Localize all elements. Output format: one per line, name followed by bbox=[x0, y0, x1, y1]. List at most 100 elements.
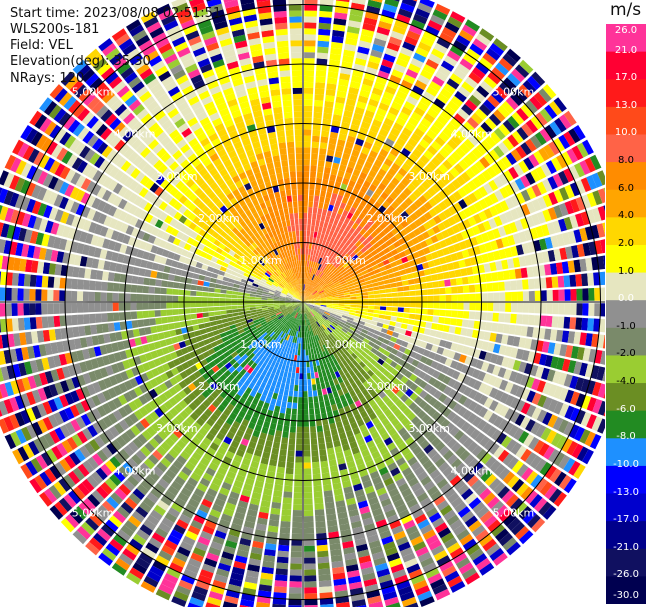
velocity-gate bbox=[330, 168, 338, 176]
velocity-gate bbox=[313, 491, 323, 498]
velocity-gate bbox=[463, 302, 470, 310]
velocity-gate bbox=[352, 168, 361, 177]
velocity-gate bbox=[449, 167, 460, 178]
velocity-gate bbox=[323, 112, 332, 120]
velocity-gate bbox=[498, 313, 505, 323]
velocity-gate bbox=[406, 343, 414, 350]
velocity-gate bbox=[348, 242, 355, 249]
velocity-gate bbox=[304, 284, 306, 291]
velocity-gate bbox=[370, 249, 378, 257]
velocity-gate bbox=[363, 249, 371, 257]
velocity-gate bbox=[82, 302, 89, 313]
velocity-gate bbox=[320, 406, 326, 414]
velocity-gate bbox=[304, 569, 317, 576]
velocity-gate bbox=[404, 197, 414, 206]
velocity-gate bbox=[304, 521, 314, 529]
velocity-gate bbox=[564, 200, 575, 215]
velocity-gate bbox=[520, 142, 532, 156]
velocity-gate bbox=[353, 318, 360, 324]
velocity-gate bbox=[313, 282, 318, 289]
velocity-gate bbox=[307, 343, 311, 350]
velocity-gate bbox=[557, 275, 565, 288]
velocity-gate bbox=[458, 354, 467, 364]
velocity-gate bbox=[312, 360, 317, 367]
velocity-gate bbox=[331, 119, 341, 128]
velocity-gate bbox=[297, 403, 303, 410]
velocity-gate bbox=[319, 454, 328, 462]
velocity-gate bbox=[167, 323, 175, 330]
velocity-gate bbox=[290, 354, 295, 361]
velocity-gate bbox=[567, 331, 576, 344]
velocity-gate bbox=[458, 159, 469, 171]
velocity-gate bbox=[386, 42, 400, 52]
velocity-gate bbox=[283, 389, 289, 396]
velocity-gate bbox=[320, 304, 327, 307]
velocity-gate bbox=[318, 16, 332, 24]
velocity-gate bbox=[303, 498, 313, 505]
velocity-gate bbox=[304, 266, 307, 273]
velocity-gate bbox=[290, 563, 302, 570]
velocity-gate bbox=[404, 225, 413, 234]
velocity-gate bbox=[225, 298, 232, 302]
velocity-gate bbox=[538, 238, 548, 251]
velocity-gate bbox=[506, 335, 515, 346]
velocity-gate bbox=[323, 172, 330, 180]
velocity-gate bbox=[332, 252, 338, 259]
velocity-gate bbox=[349, 312, 356, 316]
velocity-gate bbox=[304, 290, 307, 297]
velocity-field bbox=[0, 0, 605, 607]
velocity-gate bbox=[334, 200, 341, 208]
velocity-gate bbox=[303, 438, 310, 445]
velocity-gate bbox=[317, 208, 323, 215]
velocity-gate bbox=[439, 339, 447, 348]
velocity-gate bbox=[565, 345, 574, 358]
velocity-gate bbox=[318, 580, 332, 588]
velocity-gate bbox=[304, 527, 315, 534]
velocity-gate bbox=[450, 278, 457, 286]
velocity-gate bbox=[317, 34, 330, 42]
velocity-gate bbox=[395, 90, 408, 101]
velocity-gate bbox=[401, 127, 413, 137]
velocity-gate bbox=[429, 124, 441, 135]
velocity-gate bbox=[448, 325, 456, 334]
velocity-gate bbox=[480, 283, 488, 292]
velocity-gate bbox=[314, 296, 321, 299]
velocity-gate bbox=[401, 106, 413, 116]
velocity-gate bbox=[167, 316, 174, 323]
velocity-gate bbox=[428, 81, 442, 92]
velocity-gate bbox=[279, 449, 287, 456]
velocity-gate bbox=[249, 304, 256, 308]
velocity-gate bbox=[323, 490, 333, 498]
velocity-gate bbox=[255, 306, 262, 310]
velocity-gate bbox=[11, 318, 19, 332]
velocity-gate bbox=[352, 278, 359, 283]
velocity-gate bbox=[319, 449, 327, 456]
velocity-gate bbox=[343, 289, 350, 294]
velocity-gate bbox=[441, 26, 457, 39]
velocity-gate bbox=[329, 422, 337, 430]
velocity-gate bbox=[304, 284, 307, 291]
velocity-gate bbox=[417, 2, 433, 14]
velocity-gate bbox=[528, 153, 540, 168]
velocity-gate bbox=[327, 71, 339, 79]
velocity-gate bbox=[310, 261, 314, 268]
velocity-gate bbox=[492, 312, 499, 322]
velocity-gate bbox=[373, 290, 380, 295]
velocity-gate bbox=[156, 325, 164, 333]
velocity-gate bbox=[347, 160, 356, 169]
velocity-gate bbox=[362, 273, 370, 279]
velocity-gate bbox=[365, 263, 372, 270]
velocity-gate bbox=[544, 328, 552, 340]
velocity-gate bbox=[393, 95, 405, 106]
velocity-gate bbox=[304, 593, 318, 600]
velocity-gate bbox=[207, 302, 214, 307]
velocity-gate bbox=[591, 333, 599, 348]
velocity-gate bbox=[361, 28, 375, 38]
velocity-gate bbox=[291, 414, 297, 421]
velocity-gate bbox=[550, 263, 558, 275]
velocity-gate bbox=[315, 269, 320, 276]
velocity-gate bbox=[215, 319, 223, 325]
velocity-gate bbox=[315, 285, 321, 290]
velocity-gate bbox=[160, 302, 167, 309]
velocity-gate bbox=[293, 390, 298, 397]
